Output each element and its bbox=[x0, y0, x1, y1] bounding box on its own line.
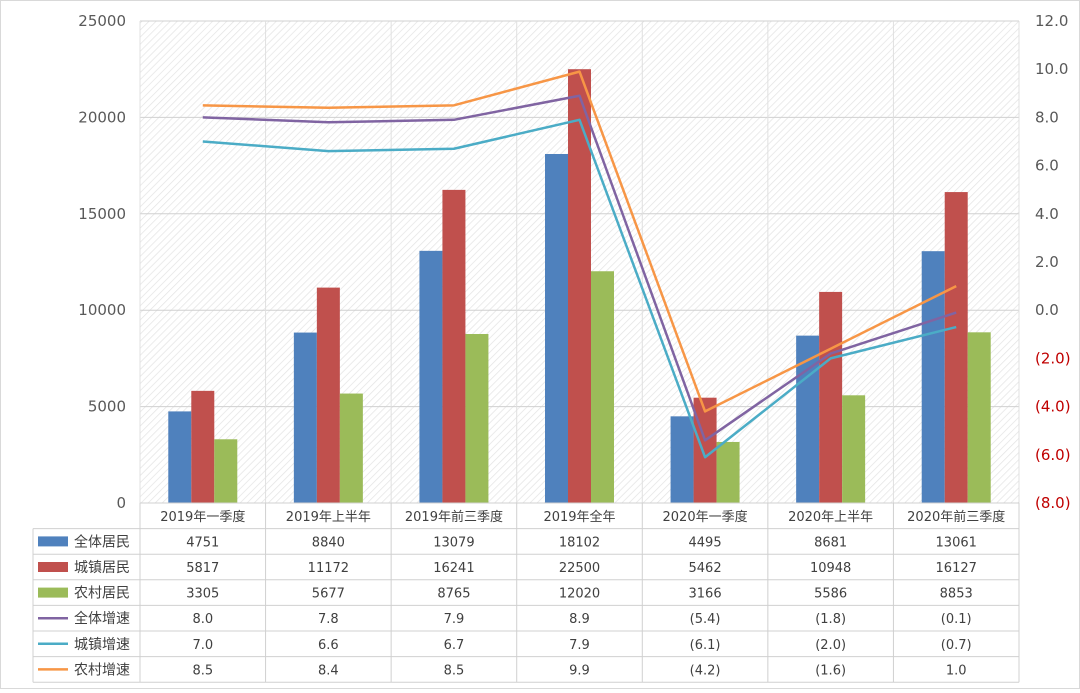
y-right-tick-label: 6.0 bbox=[1035, 157, 1059, 175]
table-cell: 7.9 bbox=[569, 638, 590, 653]
bar bbox=[819, 292, 842, 503]
table-cell: 5677 bbox=[312, 587, 345, 602]
category-label: 2019年一季度 bbox=[160, 509, 245, 525]
bar bbox=[317, 288, 340, 503]
y-left-tick-label: 10000 bbox=[78, 301, 126, 319]
row-label: 农村居民 bbox=[74, 586, 130, 602]
category-label: 2020年一季度 bbox=[663, 509, 748, 525]
table-cell: (2.0) bbox=[815, 638, 846, 653]
category-label: 2019年上半年 bbox=[286, 510, 371, 525]
row-label: 全体增速 bbox=[74, 610, 130, 627]
table-cell: (6.1) bbox=[690, 638, 721, 653]
table-cell: 8681 bbox=[814, 535, 847, 550]
y-right-tick-label: 8.0 bbox=[1035, 108, 1059, 126]
table-cell: 5817 bbox=[186, 561, 219, 576]
y-right-tick-label: 0.0 bbox=[1035, 301, 1059, 319]
table-cell: 9.9 bbox=[569, 663, 590, 678]
bar bbox=[591, 271, 614, 503]
category-label: 2020年上半年 bbox=[788, 510, 873, 525]
y-right-tick-label: (6.0) bbox=[1035, 446, 1071, 464]
table-cell: 3305 bbox=[186, 587, 219, 602]
legend-key-bar bbox=[38, 536, 68, 546]
table-cell: 8.5 bbox=[444, 663, 465, 678]
table-cell: 13061 bbox=[936, 535, 977, 550]
bar bbox=[191, 391, 214, 503]
table-cell: 7.9 bbox=[444, 612, 465, 627]
table-cell: 10948 bbox=[810, 561, 851, 576]
bar bbox=[214, 439, 237, 503]
table-cell: 11172 bbox=[308, 561, 349, 576]
table-cell: 18102 bbox=[559, 535, 600, 550]
y-right-tick-label: (2.0) bbox=[1035, 349, 1071, 367]
table-cell: (5.4) bbox=[690, 612, 721, 627]
table-cell: 8.5 bbox=[192, 663, 213, 678]
bar bbox=[294, 333, 317, 503]
legend-key-bar bbox=[38, 588, 68, 598]
table-cell: 4751 bbox=[186, 535, 219, 550]
table-cell: 1.0 bbox=[946, 663, 967, 678]
table-cell: 8.4 bbox=[318, 663, 339, 678]
table-cell: 16127 bbox=[936, 561, 977, 576]
y-left-tick-label: 5000 bbox=[88, 398, 126, 416]
combo-chart: 0 5000 10000 15000 20000 25000 (8.0) (6.0) (4.0)… bbox=[0, 0, 1080, 689]
table-cell: (0.7) bbox=[941, 638, 972, 653]
bar bbox=[465, 334, 488, 503]
y-right-tick-label: 2.0 bbox=[1035, 253, 1059, 271]
table-cell: (0.1) bbox=[941, 612, 972, 627]
category-label: 2020年前三季度 bbox=[907, 509, 1005, 525]
bar bbox=[545, 154, 568, 503]
table-cell: 8.9 bbox=[569, 612, 590, 627]
table-cell: 12020 bbox=[559, 587, 600, 602]
bar bbox=[717, 442, 740, 503]
y-right-tick-label: 12.0 bbox=[1035, 12, 1068, 30]
table-cell: 7.0 bbox=[192, 638, 213, 653]
y-left-tick-label: 20000 bbox=[78, 108, 126, 126]
bar bbox=[922, 251, 945, 503]
table-cell: 5586 bbox=[814, 587, 847, 602]
table-cell: 8765 bbox=[437, 587, 470, 602]
bar bbox=[442, 190, 465, 503]
table-cell: 5462 bbox=[689, 561, 722, 576]
category-label: 2019年前三季度 bbox=[405, 509, 503, 525]
row-label: 全体居民 bbox=[74, 533, 130, 550]
legend-key-bar bbox=[38, 562, 68, 572]
bar bbox=[945, 192, 968, 503]
table-cell: 4495 bbox=[689, 535, 722, 550]
y-right-tick-label: (4.0) bbox=[1035, 398, 1071, 416]
row-label: 城镇居民 bbox=[74, 560, 130, 576]
chart-container: 0 5000 10000 15000 20000 25000 (8.0) (6.0) (4.0)… bbox=[0, 0, 1080, 689]
table-cell: 3166 bbox=[689, 587, 722, 602]
y-left-tick-label: 15000 bbox=[78, 205, 126, 223]
category-label: 2019年全年 bbox=[543, 509, 615, 525]
y-left-tick-label: 25000 bbox=[78, 12, 126, 30]
table-cell: (4.2) bbox=[690, 663, 721, 678]
table-cell: (1.6) bbox=[815, 663, 846, 678]
bar bbox=[842, 395, 865, 503]
table-cell: 22500 bbox=[559, 561, 600, 576]
table-cell: 8.0 bbox=[192, 612, 213, 627]
table-cell: 8840 bbox=[312, 535, 345, 550]
bar bbox=[671, 416, 694, 503]
row-label: 城镇增速 bbox=[74, 637, 130, 653]
table-cell: 13079 bbox=[433, 535, 474, 550]
y-right-tick-label: (8.0) bbox=[1035, 494, 1071, 512]
table-cell: 16241 bbox=[433, 561, 474, 576]
y-right-tick-label: 4.0 bbox=[1035, 205, 1059, 223]
table-cell: (1.8) bbox=[815, 612, 846, 627]
table-cell: 7.8 bbox=[318, 612, 339, 627]
table-cell: 6.7 bbox=[444, 638, 465, 653]
table-cell: 6.6 bbox=[318, 638, 339, 653]
bar bbox=[419, 251, 442, 503]
table-cell: 8853 bbox=[940, 587, 973, 602]
row-label: 农村增速 bbox=[74, 662, 130, 678]
bar bbox=[968, 332, 991, 503]
y-left-tick-label: 0 bbox=[116, 494, 126, 512]
y-right-tick-label: 10.0 bbox=[1035, 60, 1068, 78]
bar bbox=[340, 394, 363, 503]
bar bbox=[568, 69, 591, 503]
bar bbox=[168, 411, 191, 503]
